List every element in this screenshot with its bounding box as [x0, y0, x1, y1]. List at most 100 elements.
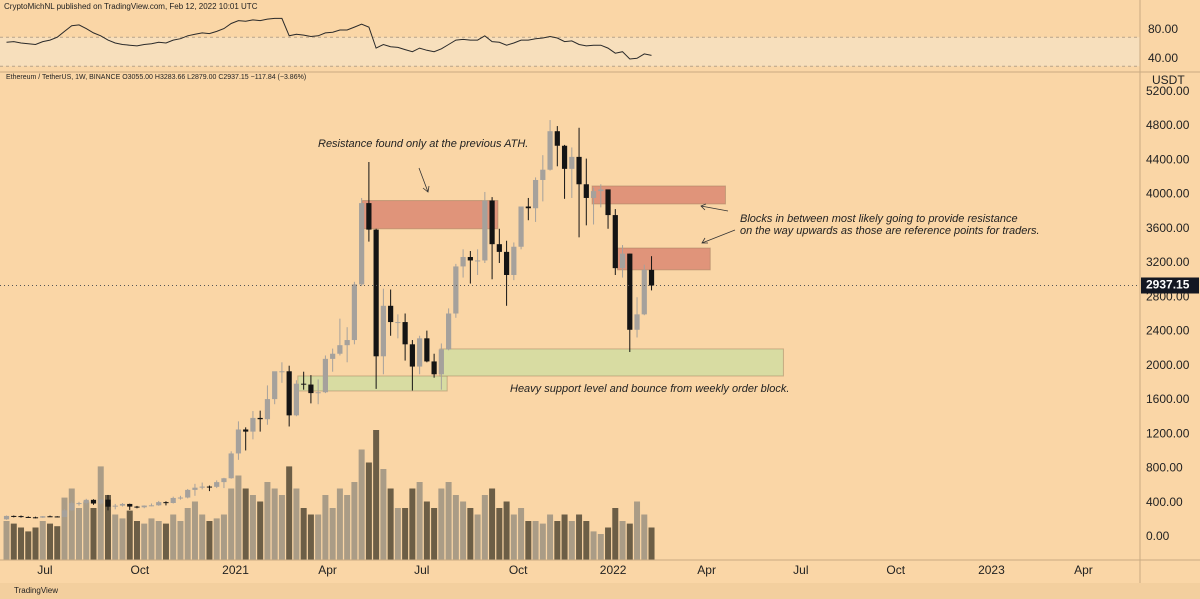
volume-bar	[619, 521, 626, 560]
volume-bar	[641, 514, 648, 560]
candle-body	[141, 505, 147, 508]
rsi-line	[6, 17, 652, 60]
volume-bar	[228, 488, 235, 560]
y-tick-label: 800.00	[1146, 461, 1183, 475]
volume-bar	[271, 488, 278, 560]
rsi-band	[0, 37, 1140, 67]
y-tick-label: 3600.00	[1146, 221, 1190, 235]
candle-body	[105, 499, 111, 507]
candle-body	[496, 244, 502, 252]
candle-body	[235, 429, 242, 454]
candle-body	[127, 503, 133, 507]
volume-bar	[416, 482, 423, 560]
arrow	[418, 167, 430, 193]
volume-bar	[97, 466, 104, 560]
volume-bar	[336, 488, 343, 560]
candle-body	[409, 344, 415, 367]
volume-bar	[394, 508, 401, 560]
candle-body	[98, 499, 104, 504]
candle-body	[627, 253, 633, 330]
candle-body	[11, 515, 17, 517]
volume-bar	[489, 488, 496, 560]
candle-body	[228, 453, 234, 479]
candle-body	[192, 487, 198, 490]
candle-body	[293, 383, 300, 416]
candle-body	[605, 189, 611, 216]
volume-bar	[170, 514, 177, 560]
candle-body	[402, 322, 408, 345]
zone	[297, 375, 448, 392]
volume-bar	[141, 523, 148, 560]
volume-bar	[119, 518, 126, 560]
volume-bar	[148, 518, 155, 560]
volume-bar	[199, 514, 206, 560]
volume-bar	[474, 514, 481, 560]
candle-body	[272, 371, 278, 400]
candle-body	[243, 429, 249, 432]
volume-bar	[365, 462, 372, 560]
y-tick-label: 2400.00	[1146, 324, 1190, 338]
volume-bar	[257, 501, 264, 560]
candle-body	[83, 499, 89, 504]
volume-bar	[220, 514, 227, 560]
candle-body	[344, 340, 350, 346]
publisher: CryptoMichNL published on TradingView.co…	[4, 2, 258, 11]
x-tick-label: Jul	[793, 563, 808, 577]
volume-bar	[358, 449, 365, 560]
candle-body	[460, 257, 466, 267]
annotation: Resistance found only at the previous AT…	[318, 138, 528, 150]
candle-body	[590, 191, 597, 198]
candle-body	[308, 384, 314, 394]
volume-bar	[75, 508, 82, 560]
candle-body	[554, 131, 560, 146]
volume-bar	[597, 534, 604, 560]
candle-body	[359, 203, 365, 285]
candle-body	[322, 358, 329, 393]
candle-body	[286, 371, 292, 416]
volume-bar	[278, 495, 285, 560]
volume-bar	[402, 508, 409, 560]
volume-bar	[525, 521, 532, 560]
candle-body	[54, 516, 60, 518]
candle-body	[257, 417, 263, 420]
candle-body	[25, 516, 31, 518]
volume-bar	[518, 508, 525, 560]
candle-body	[264, 399, 271, 420]
candle-body	[148, 505, 155, 507]
candle-body	[185, 489, 191, 498]
y-tick-label: 0.00	[1146, 529, 1170, 543]
volume-bar	[423, 501, 430, 560]
volume-bar	[445, 482, 452, 560]
candle-body	[380, 305, 386, 357]
candle-body	[619, 253, 626, 269]
arrow	[700, 203, 729, 212]
candle-body	[511, 246, 517, 275]
volume-bar	[54, 526, 61, 560]
candle-body	[395, 322, 401, 324]
volume-bar	[634, 501, 641, 560]
x-tick-label: Apr	[318, 563, 337, 577]
volume-bar	[373, 430, 380, 560]
y-tick-label: 2000.00	[1146, 358, 1190, 372]
volume-bar	[554, 521, 561, 560]
volume-bar	[496, 508, 503, 560]
arrows	[418, 167, 736, 244]
volume-bar	[481, 495, 488, 560]
candle-body	[634, 314, 640, 330]
x-tick-label: 2021	[222, 563, 249, 577]
candle-body	[3, 515, 10, 520]
y-tick-label: 3200.00	[1146, 255, 1190, 269]
candle-body	[598, 189, 604, 192]
volume-bar	[576, 514, 583, 560]
volume-bar	[322, 495, 329, 560]
symbol-line: Ethereum / TetherUS, 1W, BINANCE O3055.0…	[6, 74, 306, 81]
volume-bar	[235, 475, 242, 560]
candle-body	[446, 313, 452, 350]
candle-body	[547, 131, 553, 170]
volume-bar	[503, 501, 510, 560]
volume-bar	[648, 527, 655, 560]
candle-body	[373, 229, 379, 357]
volume-bar	[155, 521, 162, 560]
x-tick-label: 2022	[600, 563, 627, 577]
